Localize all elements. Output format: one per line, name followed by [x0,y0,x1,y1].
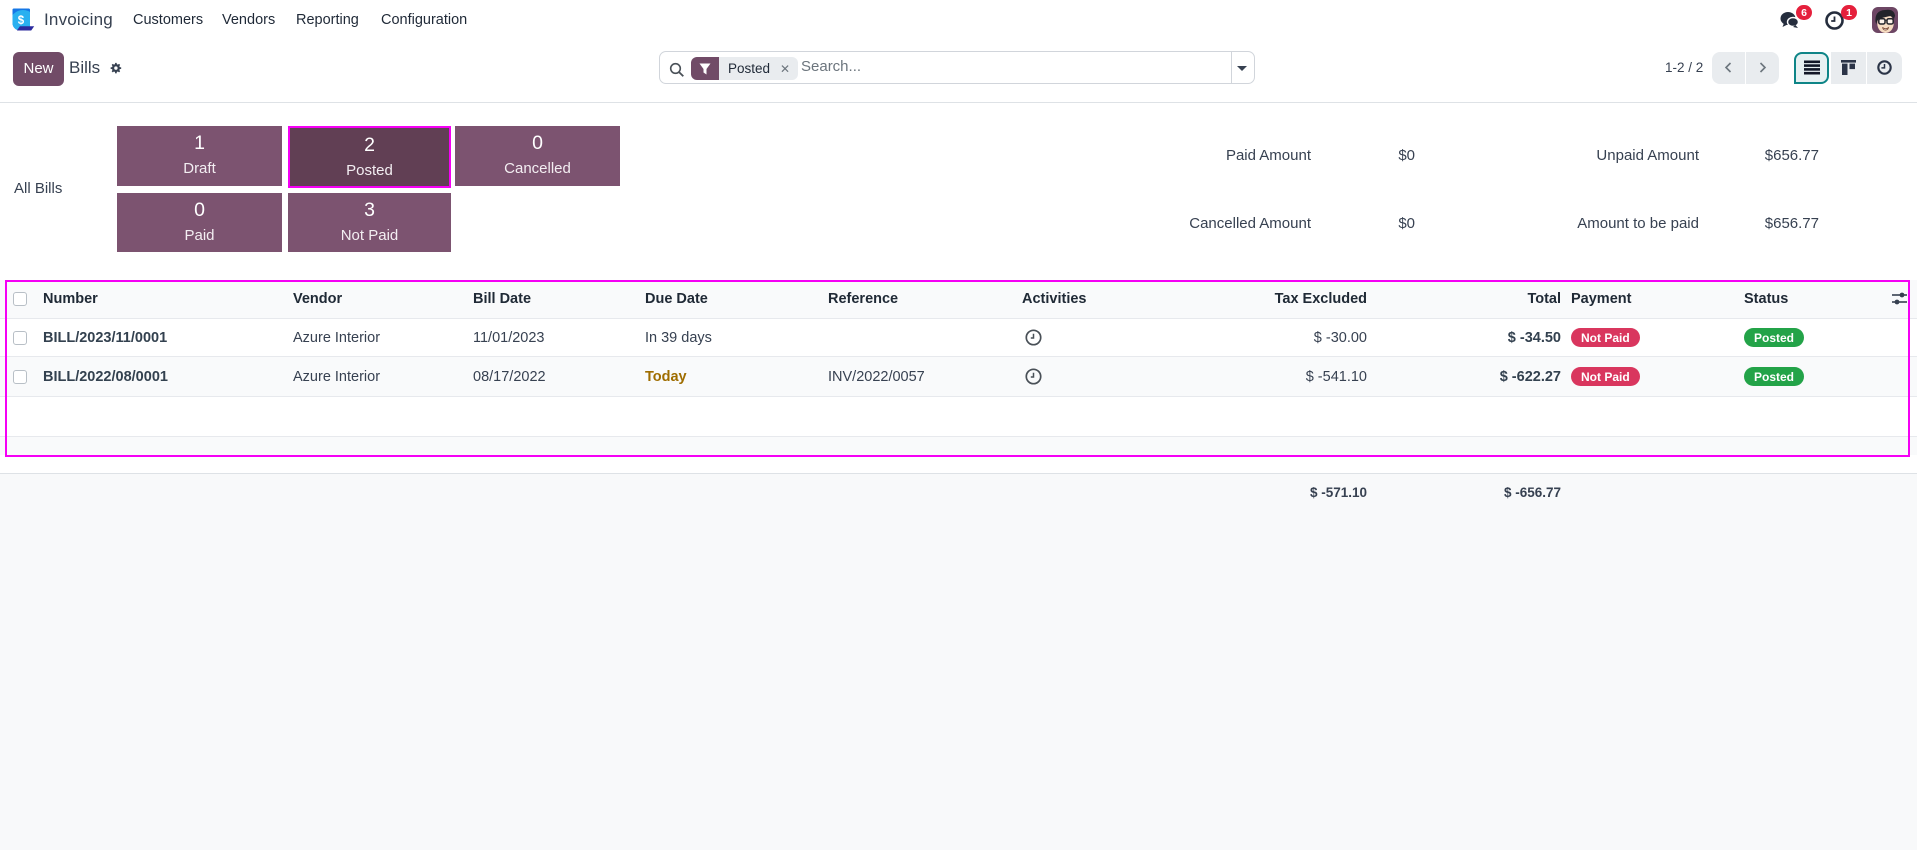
svg-text:$: $ [18,15,25,27]
